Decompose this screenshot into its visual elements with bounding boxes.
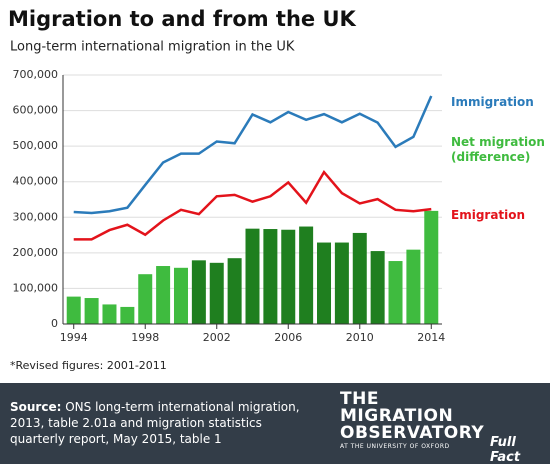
source-text: ONS long-term international migration, 2…	[10, 400, 300, 446]
logo-line: AT THE UNIVERSITY OF OXFORD	[340, 443, 450, 450]
bar	[424, 210, 439, 324]
bar	[388, 261, 403, 324]
bar	[317, 242, 332, 324]
series-label: Net migration (difference)	[451, 134, 545, 164]
y-tick-label: 500,000	[13, 139, 59, 152]
logo-line: THE	[340, 389, 379, 409]
bar	[245, 228, 260, 324]
y-tick-label: 200,000	[13, 246, 59, 259]
brand: Full Fact	[490, 435, 521, 465]
source-label: Source:	[10, 400, 62, 414]
footer: Source: ONS long-term international migr…	[0, 383, 550, 465]
bar	[370, 251, 385, 324]
bar	[209, 262, 224, 324]
chart-title: Migration to and from the UK	[8, 7, 357, 31]
chart: Migration to and from the UK Long-term i…	[8, 7, 445, 372]
line	[73, 169, 432, 241]
bar	[138, 274, 153, 324]
bar	[156, 266, 171, 324]
y-tick-label: 300,000	[13, 210, 59, 223]
source: Source: ONS long-term international migr…	[10, 399, 310, 447]
bar	[281, 229, 296, 324]
y-tick-label: 600,000	[13, 104, 59, 117]
bar	[120, 306, 135, 324]
bar	[191, 260, 206, 324]
logo-line: MIGRATION	[340, 406, 454, 426]
bar	[84, 298, 99, 324]
bar	[406, 249, 421, 324]
x-tick-label: 1998	[131, 331, 159, 344]
chart-subtitle: Long-term international migration in the…	[10, 40, 295, 55]
logo: THE MIGRATION OBSERVATORY AT THE UNIVERS…	[340, 391, 484, 451]
y-tick-label: 400,000	[13, 175, 59, 188]
y-tick-label: 0	[51, 317, 58, 330]
bar	[263, 229, 278, 324]
logo-line: OBSERVATORY	[340, 423, 485, 443]
y-tick-label: 700,000	[13, 68, 59, 81]
x-tick-label: 2014	[417, 331, 445, 344]
bar	[352, 232, 367, 324]
bar	[66, 296, 81, 324]
y-tick-label: 100,000	[13, 281, 59, 294]
x-tick-label: 2006	[274, 331, 302, 344]
series-label: Immigration	[451, 94, 534, 109]
bar	[299, 226, 314, 324]
bar	[334, 242, 349, 324]
line	[73, 95, 433, 215]
x-tick-label: 2010	[346, 331, 374, 344]
series-label: Emigration	[451, 208, 526, 223]
bar	[227, 258, 242, 324]
bar	[173, 267, 188, 324]
x-tick-label: 2002	[203, 331, 231, 344]
x-tick-label: 1994	[60, 331, 88, 344]
bar	[102, 304, 117, 324]
footnote: *Revised figures: 2001-2011	[10, 359, 167, 372]
